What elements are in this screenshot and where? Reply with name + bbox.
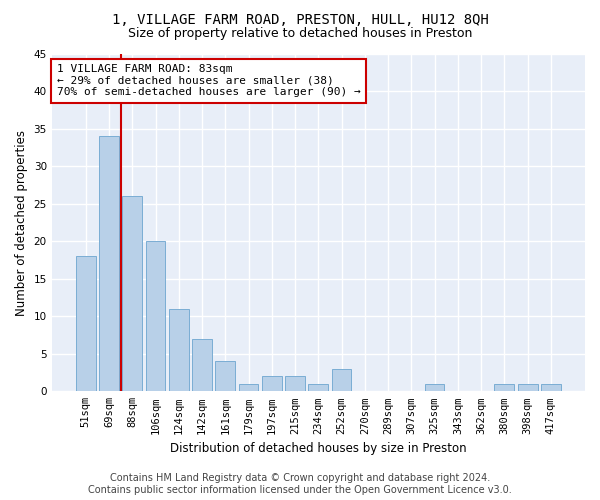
- Text: Contains HM Land Registry data © Crown copyright and database right 2024.
Contai: Contains HM Land Registry data © Crown c…: [88, 474, 512, 495]
- Bar: [76, 256, 95, 392]
- Text: 1, VILLAGE FARM ROAD, PRESTON, HULL, HU12 8QH: 1, VILLAGE FARM ROAD, PRESTON, HULL, HU1…: [112, 12, 488, 26]
- Bar: [494, 384, 514, 392]
- Bar: [308, 384, 328, 392]
- Y-axis label: Number of detached properties: Number of detached properties: [15, 130, 28, 316]
- Bar: [518, 384, 538, 392]
- Bar: [169, 309, 188, 392]
- Bar: [239, 384, 259, 392]
- Bar: [146, 242, 166, 392]
- Bar: [215, 362, 235, 392]
- Bar: [262, 376, 282, 392]
- Bar: [332, 369, 352, 392]
- Bar: [122, 196, 142, 392]
- Bar: [99, 136, 119, 392]
- Bar: [285, 376, 305, 392]
- Bar: [541, 384, 561, 392]
- Text: 1 VILLAGE FARM ROAD: 83sqm
← 29% of detached houses are smaller (38)
70% of semi: 1 VILLAGE FARM ROAD: 83sqm ← 29% of deta…: [57, 64, 361, 98]
- X-axis label: Distribution of detached houses by size in Preston: Distribution of detached houses by size …: [170, 442, 467, 455]
- Text: Size of property relative to detached houses in Preston: Size of property relative to detached ho…: [128, 28, 472, 40]
- Bar: [192, 339, 212, 392]
- Bar: [425, 384, 445, 392]
